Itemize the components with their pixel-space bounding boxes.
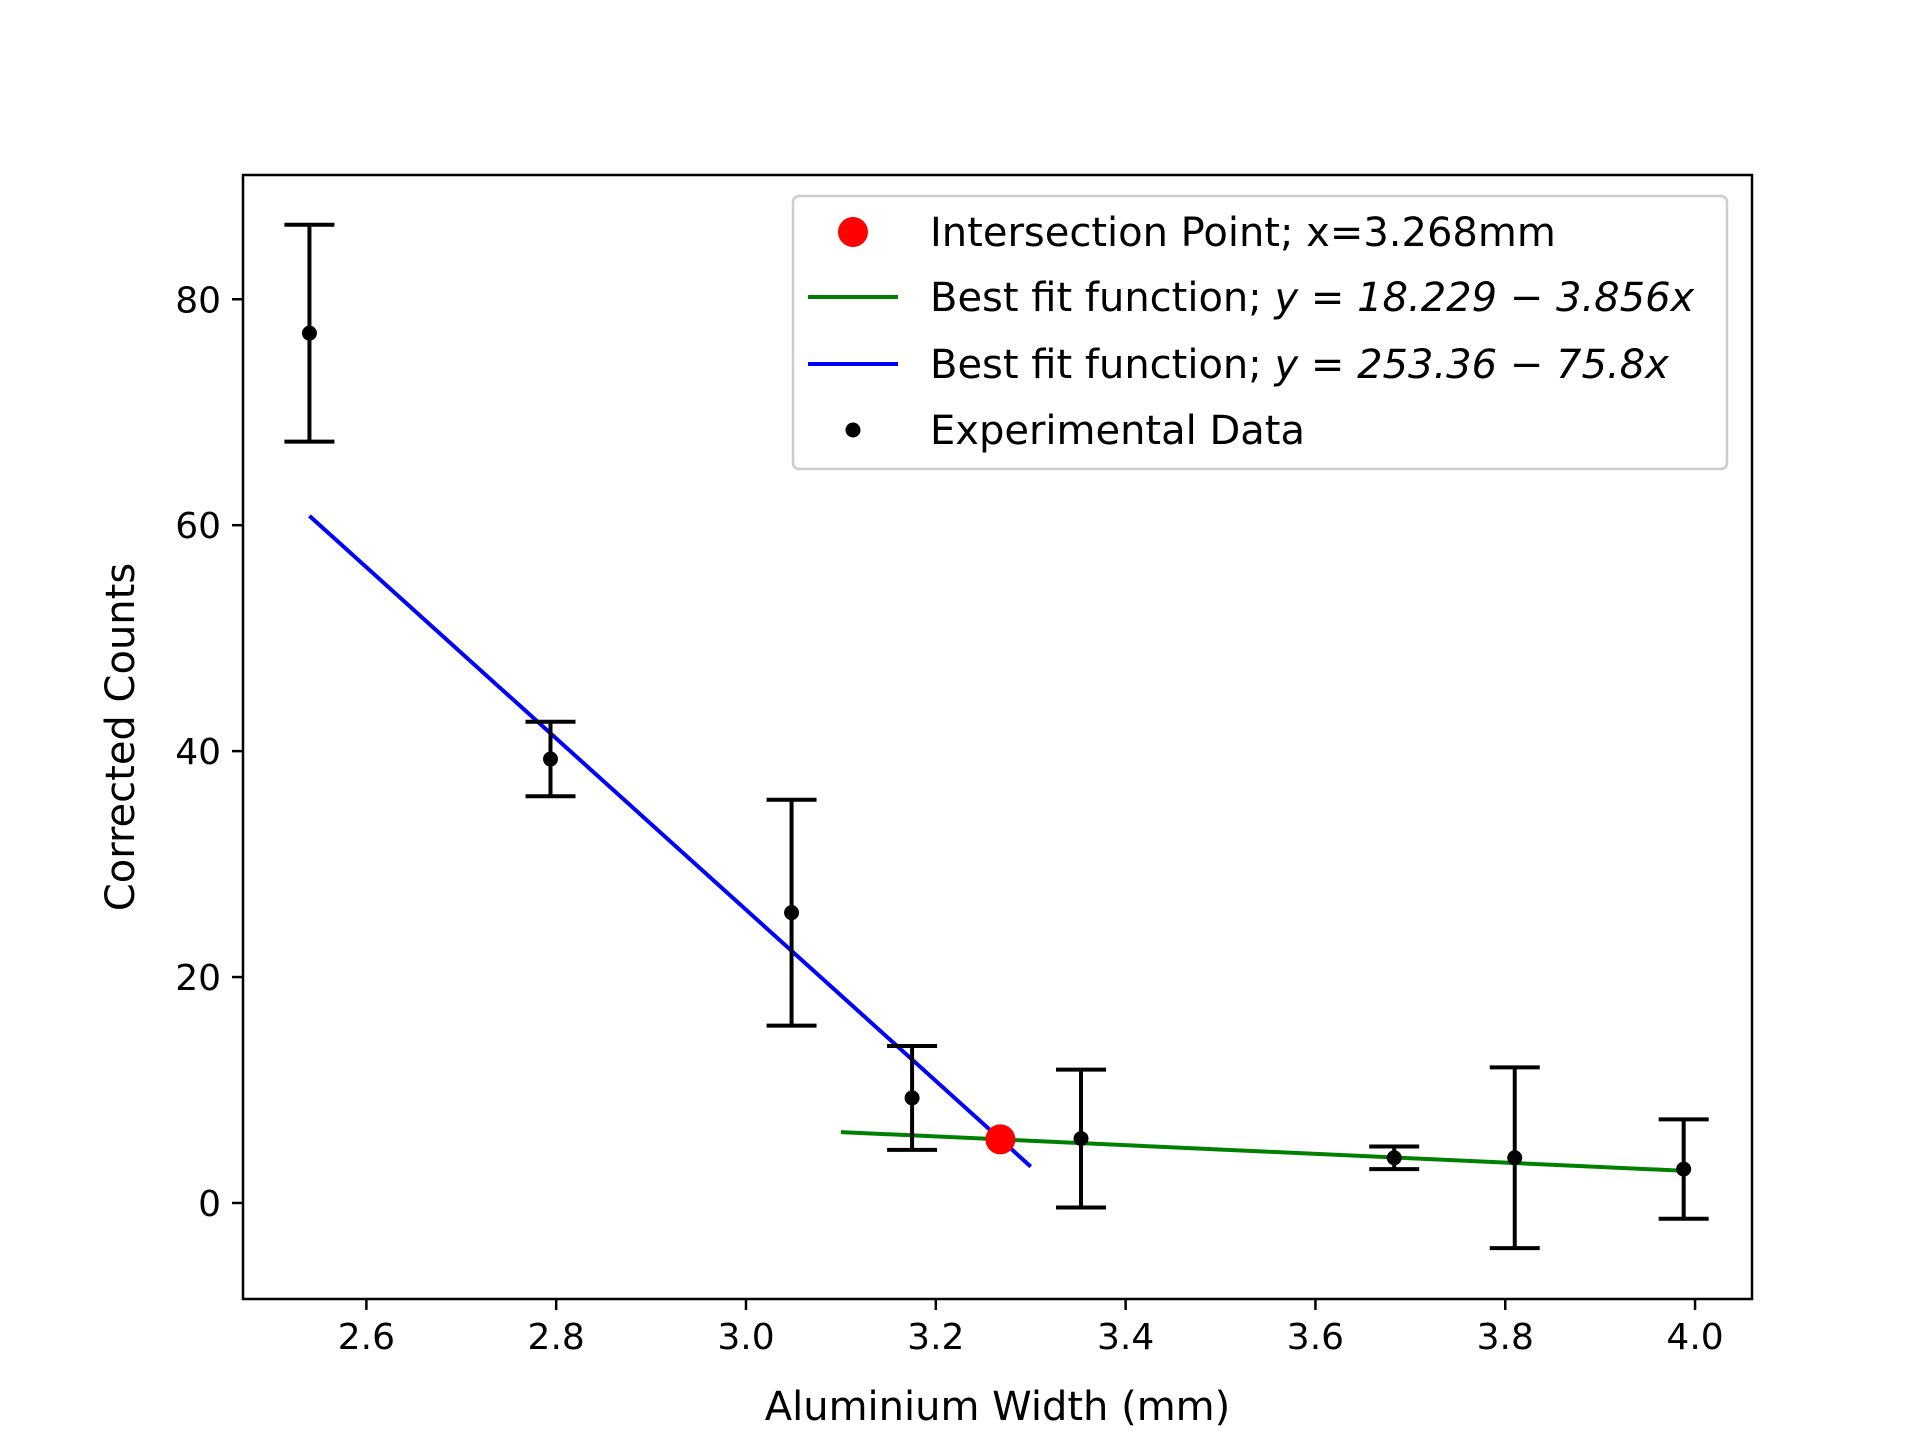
y-tick-label: 20 [175,958,221,999]
x-tick-label: 3.6 [1287,1317,1344,1358]
data-point [1676,1161,1692,1177]
legend-label-text: Best fit function; [930,275,1274,321]
data-point [904,1090,920,1106]
y-axis-ticks: 0 20 40 60 80 [175,280,243,1225]
x-tick-label: 3.4 [1097,1317,1154,1358]
intersection-point [985,1124,1016,1155]
data-point [301,325,317,341]
x-tick-label: 3.8 [1477,1317,1534,1358]
legend-marker-intersection [838,217,868,247]
data-point [784,905,800,921]
y-axis-title: Corrected Counts [98,563,144,911]
x-tick-label: 3.0 [717,1317,774,1358]
data-point [1073,1131,1089,1147]
y-tick-label: 0 [198,1184,221,1225]
x-tick-label: 2.8 [528,1317,585,1358]
plot-frame [241,173,1754,1301]
x-axis-title: Aluminium Width (mm) [765,1384,1230,1430]
blue-fit-line [308,514,1033,1169]
y-tick-label: 80 [175,280,221,321]
legend-label: Intersection Point; x=3.268mm [930,210,1556,256]
fit-lines-layer [308,514,1686,1173]
x-tick-label: 2.6 [338,1317,395,1358]
legend-label-text: Best fit function; [930,342,1274,388]
legend-box [791,194,1729,471]
data-point [1507,1150,1523,1166]
legend-label-text: Experimental Data [930,408,1305,454]
x-tick-label: 3.2 [907,1317,964,1358]
data-point [1386,1150,1402,1166]
legend-label-text: Intersection Point; x=3.268mm [930,210,1556,256]
y-tick-label: 60 [175,506,221,547]
legend-label: Experimental Data [930,408,1305,454]
green-fit-line [840,1130,1686,1173]
legend: Intersection Point; x=3.268mm Best fit fu… [791,194,1729,471]
legend-label-equation: y = 253.36 − 75.8x [1273,342,1669,388]
legend-label: Best fit function; y = 18.229 − 3.856x [930,275,1695,321]
legend-label-equation: y = 18.229 − 3.856x [1273,275,1694,321]
legend-label: Best fit function; y = 253.36 − 75.8x [930,342,1669,388]
markers-layer [301,325,1692,1177]
x-tick-label: 4.0 [1666,1317,1723,1358]
x-axis-ticks: 2.6 2.8 3.0 3.2 3.4 3.6 3.8 4.0 [338,1299,1724,1358]
data-point [542,751,558,767]
legend-marker-data [845,422,861,438]
y-tick-label: 40 [175,732,221,773]
legend-entries: Intersection Point; x=3.268mm Best fit fu… [808,210,1695,454]
